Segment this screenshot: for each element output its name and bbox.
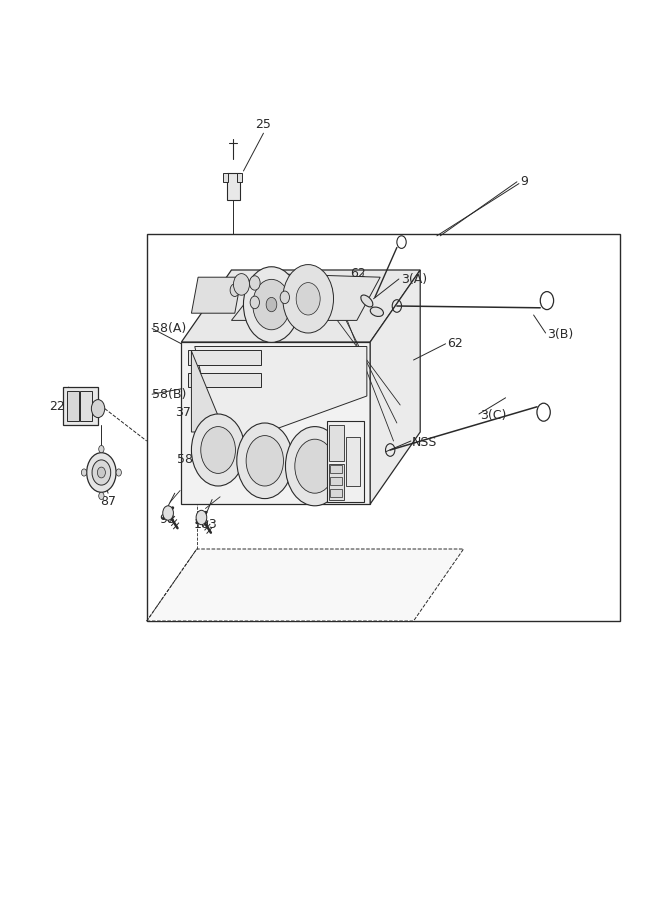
Bar bbox=[327, 421, 364, 502]
Polygon shape bbox=[181, 270, 420, 342]
Circle shape bbox=[233, 274, 249, 295]
Text: 98: 98 bbox=[159, 513, 175, 526]
Circle shape bbox=[97, 467, 105, 478]
Circle shape bbox=[285, 427, 344, 506]
Text: 25: 25 bbox=[255, 118, 271, 130]
Bar bbox=[329, 464, 344, 500]
Bar bbox=[188, 373, 261, 387]
Polygon shape bbox=[195, 346, 367, 450]
Circle shape bbox=[196, 510, 207, 525]
Bar bbox=[329, 425, 344, 461]
Circle shape bbox=[310, 284, 326, 306]
Circle shape bbox=[246, 436, 283, 486]
Circle shape bbox=[92, 460, 111, 485]
Text: 58(B): 58(B) bbox=[152, 388, 187, 400]
Circle shape bbox=[253, 279, 290, 329]
Text: 103: 103 bbox=[193, 518, 217, 530]
Circle shape bbox=[249, 275, 260, 290]
Bar bbox=[346, 436, 360, 486]
Bar bbox=[147, 234, 620, 621]
Circle shape bbox=[266, 297, 277, 311]
Circle shape bbox=[201, 427, 235, 473]
Polygon shape bbox=[147, 549, 464, 621]
Circle shape bbox=[243, 266, 299, 342]
Circle shape bbox=[191, 414, 245, 486]
Polygon shape bbox=[370, 270, 420, 504]
Text: 9: 9 bbox=[520, 176, 528, 188]
Bar bbox=[80, 391, 92, 421]
Circle shape bbox=[87, 453, 116, 492]
Text: 62: 62 bbox=[447, 338, 463, 350]
Circle shape bbox=[250, 296, 259, 309]
Circle shape bbox=[91, 400, 105, 418]
Text: 37: 37 bbox=[175, 406, 191, 419]
Circle shape bbox=[163, 506, 173, 520]
Polygon shape bbox=[191, 277, 241, 313]
Bar bbox=[330, 477, 342, 485]
Text: 3(B): 3(B) bbox=[547, 328, 573, 341]
Circle shape bbox=[303, 275, 333, 315]
Circle shape bbox=[237, 423, 293, 499]
Circle shape bbox=[99, 446, 104, 453]
Ellipse shape bbox=[361, 295, 373, 307]
Bar bbox=[188, 350, 261, 365]
Circle shape bbox=[116, 469, 121, 476]
Circle shape bbox=[99, 492, 104, 500]
Text: 62: 62 bbox=[350, 267, 366, 280]
Text: 58(A): 58(A) bbox=[152, 322, 186, 335]
Polygon shape bbox=[231, 274, 380, 320]
Bar bbox=[63, 387, 98, 425]
Circle shape bbox=[283, 265, 334, 333]
Bar bbox=[227, 173, 240, 200]
Circle shape bbox=[295, 439, 335, 493]
Polygon shape bbox=[181, 342, 370, 504]
Circle shape bbox=[230, 284, 239, 296]
Circle shape bbox=[81, 469, 87, 476]
Circle shape bbox=[280, 291, 289, 303]
Text: NSS: NSS bbox=[412, 436, 438, 449]
Bar bbox=[330, 489, 342, 497]
Text: 3(A): 3(A) bbox=[402, 273, 428, 285]
Bar bbox=[223, 173, 228, 182]
Text: 87: 87 bbox=[100, 495, 116, 508]
Bar bbox=[237, 173, 242, 182]
Bar bbox=[330, 465, 342, 473]
Text: 22: 22 bbox=[49, 400, 65, 413]
Bar bbox=[67, 391, 79, 421]
Polygon shape bbox=[191, 351, 225, 432]
Text: 3(C): 3(C) bbox=[480, 410, 507, 422]
Text: 58(A): 58(A) bbox=[177, 453, 211, 465]
Circle shape bbox=[296, 283, 320, 315]
Ellipse shape bbox=[370, 307, 384, 317]
